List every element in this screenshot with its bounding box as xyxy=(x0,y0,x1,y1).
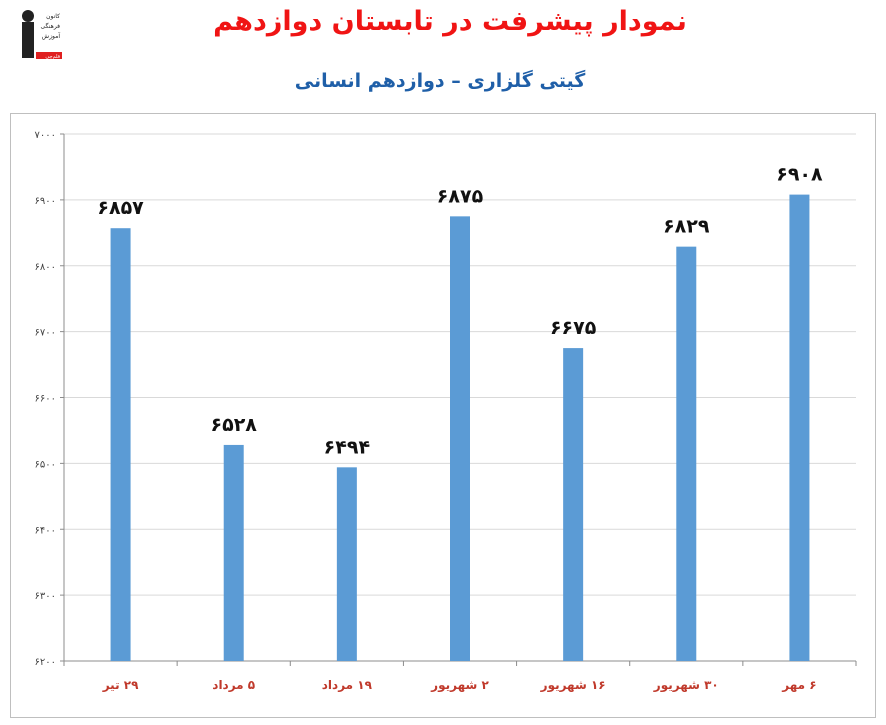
x-category-label: ۳۰ شهریور xyxy=(653,678,719,693)
data-label: ۶۸۲۹ xyxy=(663,216,710,238)
bar xyxy=(223,444,244,661)
svg-text:فرهنگی: فرهنگی xyxy=(41,22,61,30)
bar xyxy=(110,228,131,662)
data-label: ۶۵۲۸ xyxy=(211,414,258,436)
svg-text:قلم‌چی: قلم‌چی xyxy=(45,54,60,60)
data-label: ۶۶۷۵ xyxy=(550,317,597,339)
y-tick-label: ۶۸۰۰ xyxy=(35,262,56,273)
x-category-label: ۲ شهریور xyxy=(430,678,489,693)
chart-subtitle: گیتی گلزاری – دوازدهم انسانی xyxy=(294,70,586,92)
y-tick-label: ۶۴۰۰ xyxy=(35,525,56,536)
x-category-label: ۲۹ تیر xyxy=(102,678,139,692)
bar xyxy=(336,467,357,661)
bar xyxy=(789,194,810,662)
y-tick-label: ۶۵۰۰ xyxy=(35,459,56,470)
y-tick-label: ۶۹۰۰ xyxy=(35,196,56,207)
bar xyxy=(450,216,470,661)
bar xyxy=(563,348,584,661)
data-label: ۶۹۰۸ xyxy=(776,164,823,186)
x-category-label: ۶ مهر xyxy=(781,678,816,692)
chart-frame xyxy=(10,113,876,718)
x-category-label: ۱۶ شهریور xyxy=(540,678,606,693)
data-label: ۶۸۵۷ xyxy=(97,197,144,219)
logo: کانون فرهنگی آموزش قلم‌چی xyxy=(20,8,64,60)
chart-title: نمودار پیشرفت در تابستان دوازدهم xyxy=(213,6,687,37)
data-label: ۶۸۷۵ xyxy=(437,185,484,207)
y-tick-label: ۶۶۰۰ xyxy=(35,394,56,405)
svg-text:کانون: کانون xyxy=(46,13,60,20)
y-tick-label: ۶۳۰۰ xyxy=(35,591,56,602)
y-tick-label: ۶۷۰۰ xyxy=(35,328,56,339)
svg-text:آموزش: آموزش xyxy=(42,31,61,40)
x-category-label: ۱۹ مرداد xyxy=(322,678,373,692)
data-label: ۶۴۹۴ xyxy=(324,436,370,458)
x-category-label: ۵ مرداد xyxy=(212,678,255,692)
y-tick-label: ۷۰۰۰ xyxy=(35,130,56,141)
y-tick-label: ۶۲۰۰ xyxy=(35,657,56,668)
bar xyxy=(676,246,697,662)
